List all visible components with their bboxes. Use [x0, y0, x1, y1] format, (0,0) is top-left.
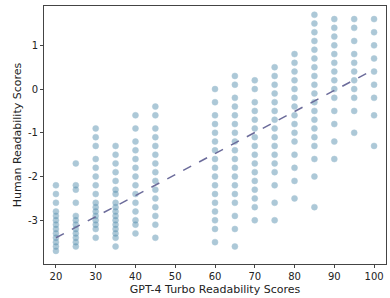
svg-text:-2: -2 [28, 171, 38, 182]
svg-text:30: 30 [89, 271, 102, 282]
svg-text:60: 60 [209, 271, 222, 282]
svg-text:70: 70 [248, 271, 261, 282]
svg-text:20: 20 [50, 271, 63, 282]
svg-text:GPT-4 Turbo Readability Scores: GPT-4 Turbo Readability Scores [130, 283, 301, 296]
svg-text:-1: -1 [28, 127, 38, 138]
svg-text:90: 90 [328, 271, 341, 282]
svg-text:40: 40 [129, 271, 142, 282]
svg-text:50: 50 [169, 271, 182, 282]
svg-text:0: 0 [32, 84, 38, 95]
svg-text:80: 80 [288, 271, 301, 282]
svg-text:Human Readability Scores: Human Readability Scores [11, 62, 24, 207]
svg-text:100: 100 [365, 271, 384, 282]
svg-text:-3: -3 [28, 215, 38, 226]
svg-text:1: 1 [32, 40, 38, 51]
